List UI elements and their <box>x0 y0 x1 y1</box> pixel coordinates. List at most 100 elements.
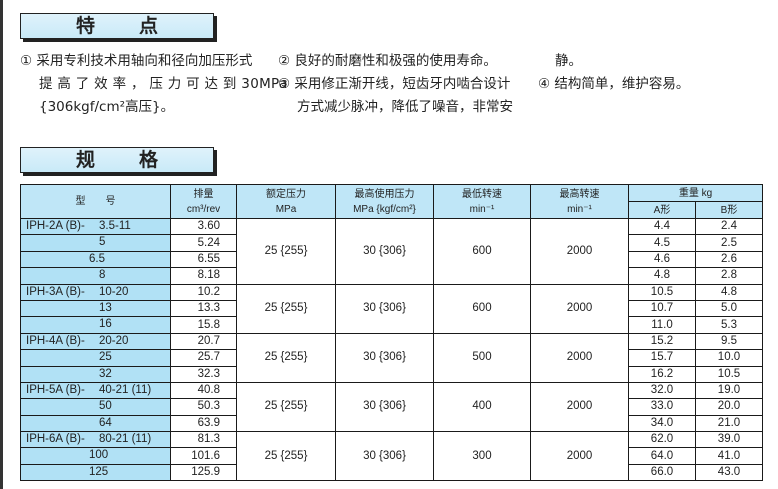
header-weight-b: B形 <box>695 201 763 219</box>
model-cell: 13 <box>20 299 171 318</box>
table-row: IPH-2A (B)- 3.5-11 3.60 25 {255} 30 {306} 600… <box>20 217 763 285</box>
displacement-cell: 81.3 <box>170 431 237 449</box>
displacement-cell: 50.3 <box>170 398 237 416</box>
displacement-cell: 15.8 <box>170 316 237 334</box>
model-cell: 8 <box>20 267 171 285</box>
displacement-cell: 6.55 <box>170 250 237 269</box>
weight-b-cell: 41.0 <box>695 447 763 465</box>
weight-a-cell: 33.0 <box>628 398 696 416</box>
min-speed-cell: 600 <box>433 218 531 285</box>
displacement-cell: 10.2 <box>170 283 237 301</box>
max-speed-cell: 2000 <box>530 332 629 383</box>
max-speed-cell: 2000 <box>530 431 629 482</box>
table-row: 125 125.9 66.0 43.0 <box>20 463 763 482</box>
header-max-speed: 最高转速 min⁻¹ <box>530 184 629 219</box>
max-pressure-cell: 30 {306} <box>335 283 434 334</box>
model-cell: 50 <box>20 398 171 416</box>
weight-a-cell: 4.8 <box>628 267 696 285</box>
weight-a-cell: 32.0 <box>628 381 696 400</box>
header-weight: 重量 kg <box>628 184 763 202</box>
weight-a-cell: 66.0 <box>628 463 696 482</box>
feature-3-line-2: 方式减少脉冲，降低了噪音，非常安 <box>297 99 513 115</box>
max-pressure-cell: 30 {306} <box>335 218 434 285</box>
displacement-cell: 5.24 <box>170 234 237 252</box>
feature-1-line-3: {306kgf/cm²高压}。 <box>39 99 175 115</box>
model-cell: 32 <box>20 365 171 383</box>
header-min-speed: 最低转速 min⁻¹ <box>433 184 531 219</box>
weight-a-cell: 4.5 <box>628 234 696 252</box>
rated-pressure-cell: 25 {255} <box>236 332 336 383</box>
header-model: 型 号 <box>20 184 171 219</box>
left-border <box>0 0 3 489</box>
table-row: 6.5 6.55 4.6 2.6 <box>20 250 763 269</box>
model-cell: IPH-4A (B)- 20-20 <box>20 332 171 351</box>
weight-b-cell: 4.8 <box>695 283 763 301</box>
feature-3-line-1: ③ 采用修正渐开线，短齿牙内啮合设计 <box>278 76 511 92</box>
table-row: IPH-4A (B)- 20-20 20.7 25 {255} 30 {306} 500 2… <box>20 332 763 383</box>
displacement-cell: 125.9 <box>170 463 237 482</box>
weight-a-cell: 4.6 <box>628 250 696 269</box>
title-char: 点 <box>139 15 159 37</box>
max-pressure-cell: 30 {306} <box>335 381 434 433</box>
model-cell: 16 <box>20 316 171 334</box>
weight-b-cell: 20.0 <box>695 398 763 416</box>
feature-2: ② 良好的耐磨性和极强的使用寿命。 <box>278 53 497 69</box>
max-speed-cell: 2000 <box>530 218 629 285</box>
max-pressure-cell: 30 {306} <box>335 431 434 482</box>
rated-pressure-cell: 25 {255} <box>236 381 336 433</box>
displacement-cell: 8.18 <box>170 267 237 285</box>
table-row: 64 63.9 34.0 21.0 <box>20 414 763 433</box>
rated-pressure-cell: 25 {255} <box>236 218 336 285</box>
weight-a-cell: 10.5 <box>628 283 696 301</box>
feature-1-line-2: 提 高 了 效 率 ， 压 力 可 达 到 30MPa <box>39 76 288 92</box>
displacement-cell: 13.3 <box>170 299 237 318</box>
spec-title: 规 格 <box>20 147 214 173</box>
header-weight-a: A形 <box>628 201 696 219</box>
weight-b-cell: 2.4 <box>695 217 763 236</box>
displacement-cell: 40.8 <box>170 381 237 400</box>
weight-a-cell: 15.7 <box>628 349 696 367</box>
weight-b-cell: 19.0 <box>695 381 763 400</box>
min-speed-cell: 400 <box>433 381 531 433</box>
model-cell: 100 <box>20 447 171 465</box>
max-pressure-cell: 30 {306} <box>335 332 434 383</box>
weight-b-cell: 9.5 <box>695 332 763 351</box>
feature-1-line-1: ① 采用专利技术用轴向和径向加压形式 <box>20 53 253 69</box>
weight-b-cell: 2.6 <box>695 250 763 269</box>
model-cell: 64 <box>20 414 171 433</box>
weight-b-cell: 21.0 <box>695 414 763 433</box>
table-row: 25 25.7 15.7 10.0 <box>20 349 763 367</box>
model-cell: 5 <box>20 234 171 252</box>
model-cell: 125 <box>20 463 171 482</box>
displacement-cell: 3.60 <box>170 217 237 236</box>
weight-b-cell: 5.3 <box>695 316 763 334</box>
model-cell: IPH-3A (B)- 10-20 <box>20 283 171 301</box>
model-cell: IPH-2A (B)- 3.5-11 <box>20 217 171 236</box>
displacement-cell: 63.9 <box>170 414 237 433</box>
model-cell: 25 <box>20 349 171 367</box>
weight-b-cell: 5.0 <box>695 299 763 318</box>
model-cell: IPH-6A (B)- 80-21 (11) <box>20 431 171 449</box>
weight-a-cell: 62.0 <box>628 431 696 449</box>
displacement-cell: 25.7 <box>170 349 237 367</box>
weight-b-cell: 43.0 <box>695 463 763 482</box>
weight-b-cell: 10.5 <box>695 365 763 383</box>
min-speed-cell: 500 <box>433 332 531 383</box>
table-row: IPH-6A (B)- 80-21 (11) 81.3 25 {255} 30 {306… <box>20 431 763 482</box>
table-row: 32 32.3 16.2 10.5 <box>20 365 763 383</box>
max-speed-cell: 2000 <box>530 283 629 334</box>
weight-b-cell: 2.5 <box>695 234 763 252</box>
displacement-cell: 101.6 <box>170 447 237 465</box>
table-row: 8 8.18 4.8 2.8 <box>20 267 763 285</box>
weight-a-cell: 34.0 <box>628 414 696 433</box>
model-cell: 6.5 <box>20 250 171 269</box>
displacement-cell: 20.7 <box>170 332 237 351</box>
min-speed-cell: 300 <box>433 431 531 482</box>
weight-a-cell: 16.2 <box>628 365 696 383</box>
title-char: 特 <box>76 15 96 37</box>
weight-b-cell: 10.0 <box>695 349 763 367</box>
weight-a-cell: 10.7 <box>628 299 696 318</box>
table-row: IPH-3A (B)- 10-20 10.2 25 {255} 30 {306} 600 2… <box>20 283 763 334</box>
max-speed-cell: 2000 <box>530 381 629 433</box>
header-rated-pressure: 额定压力 MPa <box>236 184 336 219</box>
